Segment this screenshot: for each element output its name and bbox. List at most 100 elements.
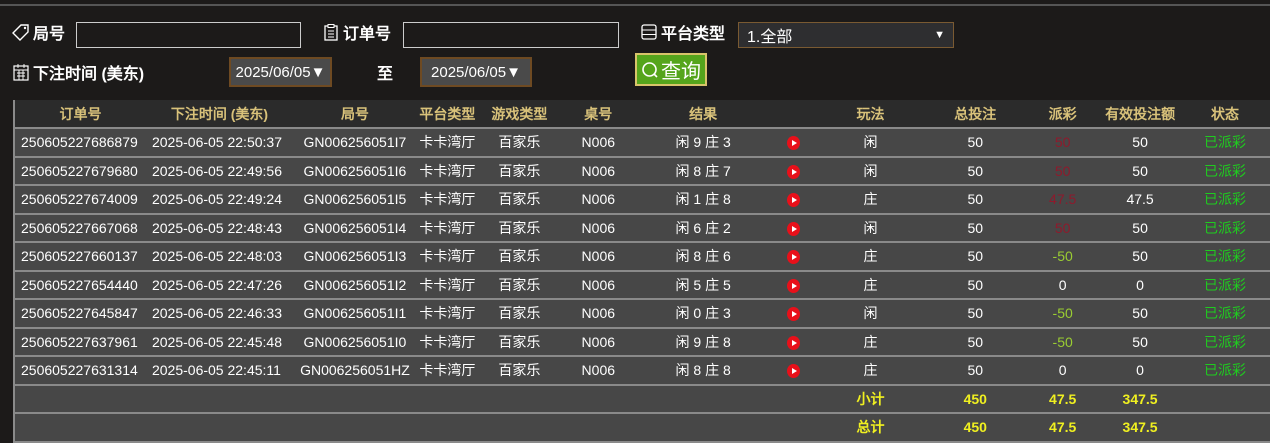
video-cell[interactable] (770, 128, 816, 158)
round-input[interactable] (76, 22, 301, 48)
table-row: 250605227674009 2025-06-05 22:49:24 GN0062… (14, 185, 1270, 215)
empty-cell (416, 413, 478, 443)
play-video-icon[interactable] (786, 250, 800, 265)
result-cell: 闲 6 庄 2 (635, 213, 771, 243)
subtotal-payout: 47.5 (1025, 384, 1101, 414)
date-from-picker[interactable]: 2025/06/05▼ (229, 57, 332, 87)
empty-cell (560, 384, 636, 414)
table-row: 250605227645847 2025-06-05 22:46:33 GN0062… (14, 299, 1270, 329)
bet-type-cell: 闲 (815, 299, 926, 329)
valid-bet-cell: 50 (1100, 299, 1181, 329)
video-cell[interactable] (770, 270, 816, 300)
order-id-cell: 250605227679680 (14, 156, 146, 186)
valid-bet-cell: 50 (1100, 242, 1181, 272)
video-cell[interactable] (770, 327, 816, 357)
total-bet: 450 (925, 413, 1026, 443)
play-video-icon[interactable] (786, 221, 800, 236)
payout-cell: 50 (1025, 156, 1101, 186)
bet-type-cell: 闲 (815, 128, 926, 158)
empty-cell (1180, 384, 1270, 414)
round-id-cell: GN006256051I6 (292, 156, 417, 186)
round-label: 局号 (12, 20, 65, 44)
status-cell: 已派彩 (1180, 327, 1270, 357)
platform-cell: 卡卡湾厅 (416, 185, 478, 215)
game-type-cell: 百家乐 (477, 270, 561, 300)
video-cell[interactable] (770, 242, 816, 272)
bet-type-cell: 庄 (815, 327, 926, 357)
total-payout: 47.5 (1025, 413, 1101, 443)
column-header: 订单号 (14, 100, 146, 129)
order-input[interactable] (403, 22, 619, 48)
bet-time-cell: 2025-06-05 22:48:43 (145, 213, 293, 243)
play-video-icon[interactable] (786, 307, 800, 322)
date-to-picker[interactable]: 2025/06/05▼ (420, 57, 532, 87)
status-cell: 已派彩 (1180, 242, 1270, 272)
valid-bet-cell: 50 (1100, 128, 1181, 158)
play-video-icon[interactable] (786, 364, 800, 379)
table-id-cell: N006 (560, 327, 636, 357)
video-cell[interactable] (770, 185, 816, 215)
subtotal-label: 小计 (815, 384, 926, 414)
game-type-cell: 百家乐 (477, 185, 561, 215)
video-cell[interactable] (770, 156, 816, 186)
empty-cell (292, 384, 417, 414)
play-video-icon[interactable] (786, 193, 800, 208)
table-id-cell: N006 (560, 128, 636, 158)
total-bet-cell: 50 (925, 156, 1026, 186)
column-header: 有效投注额 (1100, 100, 1181, 129)
play-video-icon[interactable] (786, 278, 800, 293)
round-id-cell: GN006256051I7 (292, 128, 417, 158)
table-id-cell: N006 (560, 242, 636, 272)
table-row: 250605227679680 2025-06-05 22:49:56 GN0062… (14, 156, 1270, 186)
table-row: 250605227686879 2025-06-05 22:50:37 GN0062… (14, 128, 1270, 158)
order-label: 订单号 (322, 20, 391, 44)
payout-cell: 0 (1025, 356, 1101, 386)
valid-bet-cell: 50 (1100, 327, 1181, 357)
valid-bet-cell: 0 (1100, 356, 1181, 386)
column-header: 游戏类型 (477, 100, 561, 129)
video-cell[interactable] (770, 213, 816, 243)
total-bet-cell: 50 (925, 185, 1026, 215)
platform-cell: 卡卡湾厅 (416, 356, 478, 386)
play-video-icon[interactable] (786, 136, 800, 151)
status-cell: 已派彩 (1180, 270, 1270, 300)
video-cell[interactable] (770, 356, 816, 386)
platform-label: 平台类型 (640, 20, 725, 44)
bet-time-cell: 2025-06-05 22:49:56 (145, 156, 293, 186)
result-cell: 闲 0 庄 3 (635, 299, 771, 329)
status-cell: 已派彩 (1180, 356, 1270, 386)
result-cell: 闲 8 庄 6 (635, 242, 771, 272)
result-cell: 闲 1 庄 8 (635, 185, 771, 215)
empty-cell (477, 413, 561, 443)
video-cell[interactable] (770, 299, 816, 329)
bet-time-cell: 2025-06-05 22:47:26 (145, 270, 293, 300)
platform-select[interactable]: 1.全部 ▼ (738, 22, 954, 48)
order-id-cell: 250605227667068 (14, 213, 146, 243)
empty-cell (14, 384, 146, 414)
platform-cell: 卡卡湾厅 (416, 128, 478, 158)
subtotal-bet: 450 (925, 384, 1026, 414)
table-id-cell: N006 (560, 213, 636, 243)
status-cell: 已派彩 (1180, 156, 1270, 186)
valid-bet-cell: 0 (1100, 270, 1181, 300)
table-row: 250605227654440 2025-06-05 22:47:26 GN0062… (14, 270, 1270, 300)
search-icon (642, 61, 658, 78)
column-header: 总投注 (925, 100, 1026, 129)
total-bet-cell: 50 (925, 299, 1026, 329)
bet-time-cell: 2025-06-05 22:50:37 (145, 128, 293, 158)
empty-cell (1180, 413, 1270, 443)
platform-cell: 卡卡湾厅 (416, 299, 478, 329)
play-video-icon[interactable] (786, 164, 800, 179)
order-id-cell: 250605227660137 (14, 242, 146, 272)
bet-time-cell: 2025-06-05 22:49:24 (145, 185, 293, 215)
valid-bet-cell: 47.5 (1100, 185, 1181, 215)
empty-cell (416, 384, 478, 414)
query-button[interactable]: 查询 (635, 53, 707, 86)
payout-cell: -50 (1025, 299, 1101, 329)
server-icon (641, 24, 657, 40)
play-video-icon[interactable] (786, 335, 800, 350)
payout-cell: 0 (1025, 270, 1101, 300)
total-row: 总计 450 47.5 347.5 (14, 413, 1270, 443)
column-header: 状态 (1180, 100, 1270, 129)
tag-icon (12, 24, 29, 41)
